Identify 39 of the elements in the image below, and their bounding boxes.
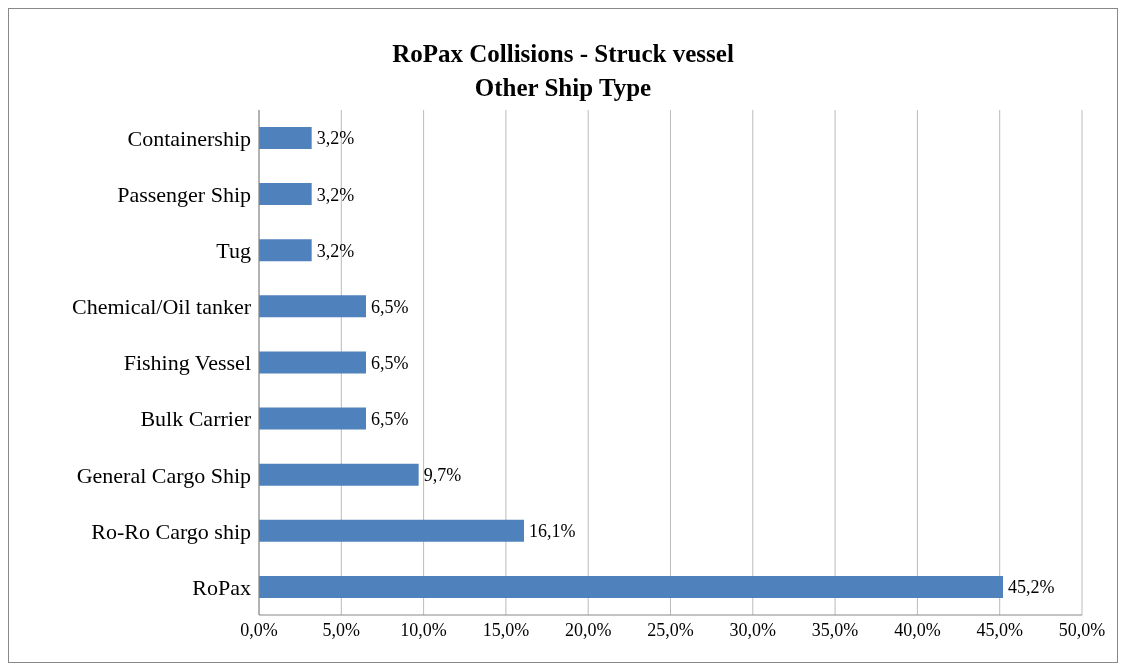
x-tick-label: 30,0%	[729, 619, 777, 640]
x-tick-label: 0,0%	[240, 619, 278, 640]
x-tick-label: 10,0%	[400, 619, 447, 640]
y-tick-label: Tug	[216, 238, 251, 264]
bar	[259, 519, 525, 542]
data-label: 3,2%	[316, 240, 355, 261]
x-tick-label: 5,0%	[322, 619, 361, 640]
bar	[259, 463, 419, 486]
bar	[259, 239, 312, 262]
x-tick-label: 20,0%	[564, 619, 612, 640]
data-label: 45,2%	[1007, 577, 1055, 598]
y-tick-label: Bulk Carrier	[140, 406, 252, 432]
bar	[259, 127, 312, 149]
bar	[259, 351, 366, 374]
x-tick-label: 15,0%	[482, 619, 530, 640]
chart-title: RoPax Collisions - Struck vessel Other Ship Type	[391, 39, 735, 103]
x-tick-label: 40,0%	[894, 619, 941, 640]
data-label: 3,2%	[316, 128, 355, 149]
x-tick-label: 25,0%	[647, 619, 694, 640]
y-tick-label: General Cargo Ship	[76, 462, 251, 488]
y-tick-label: Ro-Ro Cargo ship	[91, 518, 251, 544]
bar	[259, 295, 366, 318]
data-label: 16,1%	[529, 521, 576, 542]
y-tick-label: RoPax	[192, 574, 251, 600]
y-tick-label: Fishing Vessel	[123, 350, 251, 376]
bar	[259, 575, 1003, 598]
bar	[259, 183, 312, 206]
data-label: 6,5%	[370, 352, 409, 373]
data-label: 6,5%	[370, 408, 409, 429]
data-label: 9,7%	[423, 465, 462, 486]
x-tick-label: 35,0%	[811, 619, 859, 640]
data-label: 6,5%	[370, 296, 409, 317]
data-label: 3,2%	[316, 184, 355, 205]
y-tick-label: Passenger Ship	[117, 181, 251, 207]
x-tick-label: 45,0%	[976, 619, 1023, 640]
bar	[259, 407, 366, 430]
y-tick-label: Containership	[127, 125, 251, 151]
x-tick-label: 50,0%	[1058, 619, 1106, 640]
y-tick-label: Chemical/Oil tanker	[72, 294, 252, 320]
